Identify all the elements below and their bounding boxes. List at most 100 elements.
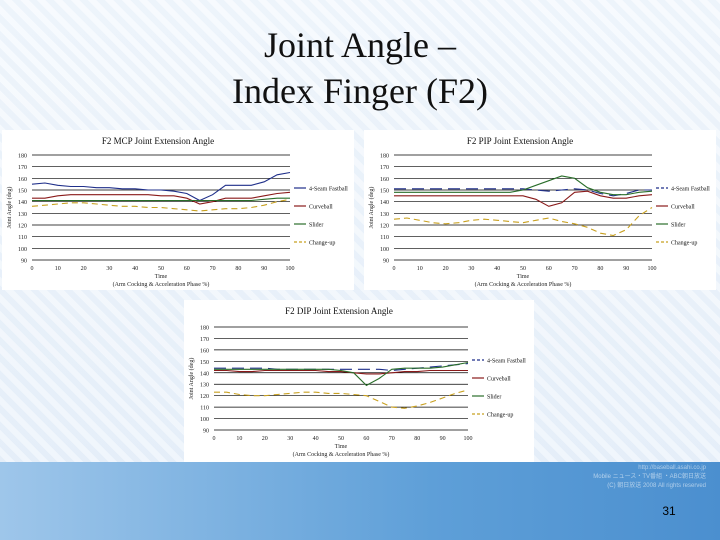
x-tick-label: 40 bbox=[132, 266, 138, 272]
y-tick-label: 170 bbox=[200, 337, 209, 343]
series-line-4-seam-fastball bbox=[31, 171, 291, 202]
legend-label: Slider bbox=[309, 223, 323, 229]
chart-title: F2 MCP Joint Extension Angle bbox=[102, 136, 214, 146]
legend-label: Change-up bbox=[487, 413, 513, 419]
legend-label: Change-up bbox=[671, 241, 697, 247]
x-tick-label: 100 bbox=[464, 436, 473, 442]
x-tick-label: 100 bbox=[286, 266, 295, 272]
y-tick-label: 160 bbox=[380, 177, 389, 183]
x-tick-label: 20 bbox=[262, 436, 268, 442]
legend-label: 4-Seam Fastball bbox=[671, 187, 710, 193]
legend-label: Slider bbox=[671, 223, 685, 229]
legend-label: 4-Seam Fastball bbox=[487, 359, 526, 365]
y-tick-label: 120 bbox=[18, 224, 27, 230]
x-tick-label: 90 bbox=[261, 266, 267, 272]
x-tick-label: 50 bbox=[520, 266, 526, 272]
chart-title: F2 PIP Joint Extension Angle bbox=[467, 136, 573, 146]
series-line-4-seam-fastball bbox=[394, 188, 652, 197]
legend-label: 4-Seam Fastball bbox=[309, 187, 348, 193]
y-tick-label: 180 bbox=[200, 326, 209, 332]
x-axis-label-2: (Arm Cocking & Acceleration Phase %) bbox=[293, 451, 390, 458]
x-tick-label: 90 bbox=[440, 436, 446, 442]
y-tick-label: 160 bbox=[200, 348, 209, 354]
x-tick-label: 40 bbox=[313, 436, 319, 442]
series-line-curveball bbox=[32, 191, 291, 205]
y-tick-label: 150 bbox=[18, 189, 27, 195]
x-tick-label: 60 bbox=[363, 436, 369, 442]
x-tick-label: 50 bbox=[158, 266, 164, 272]
x-tick-label: 80 bbox=[414, 436, 420, 442]
y-tick-label: 170 bbox=[18, 165, 27, 171]
y-tick-label: 150 bbox=[380, 189, 389, 195]
chart-mcp-svg: F2 MCP Joint Extension Angle901001101201… bbox=[6, 136, 348, 288]
chart-pip-svg: F2 PIP Joint Extension Angle 90 100 110 120 1… bbox=[368, 136, 710, 288]
bottom-band bbox=[0, 462, 720, 540]
x-axis-label: Time bbox=[155, 274, 168, 280]
x-tick-label: 30 bbox=[287, 436, 293, 442]
footer-line: http://baseball.asahi.co.jp bbox=[638, 465, 706, 471]
footer-credits: http://baseball.asahi.co.jp Mobile ニュース・… bbox=[486, 464, 706, 491]
y-tick-label: 90 bbox=[383, 259, 389, 265]
x-tick-label: 70 bbox=[572, 266, 578, 272]
x-axis-label-2: (Arm Cocking & Acceleration Phase %) bbox=[113, 281, 210, 288]
y-axis-label: Joint Angle (deg) bbox=[368, 187, 375, 229]
y-tick-label: 150 bbox=[200, 360, 209, 366]
legend-label: Curveball bbox=[487, 377, 511, 383]
footer-line: Mobile ニュース・TV番組 ・ABC朝日放送 bbox=[593, 474, 706, 480]
y-tick-label: 100 bbox=[200, 417, 209, 423]
y-tick-label: 180 bbox=[18, 154, 27, 160]
x-axis-label: Time bbox=[335, 444, 348, 450]
x-tick-label: 40 bbox=[494, 266, 500, 272]
y-tick-label: 110 bbox=[200, 406, 209, 412]
x-tick-label: 0 bbox=[31, 266, 34, 272]
y-tick-label: 110 bbox=[380, 235, 389, 241]
y-tick-label: 180 bbox=[380, 154, 389, 160]
x-tick-label: 80 bbox=[597, 266, 603, 272]
y-tick-label: 100 bbox=[18, 247, 27, 253]
series-line-change-up bbox=[214, 389, 469, 409]
x-tick-label: 10 bbox=[55, 266, 61, 272]
slide-title: Joint Angle – Index Finger (F2) bbox=[0, 22, 720, 114]
x-tick-label: 30 bbox=[468, 266, 474, 272]
x-tick-label: 10 bbox=[417, 266, 423, 272]
series-line-slider bbox=[394, 175, 653, 196]
y-tick-label: 140 bbox=[18, 200, 27, 206]
y-tick-label: 130 bbox=[200, 383, 209, 389]
x-tick-label: 30 bbox=[106, 266, 112, 272]
series-line-slider bbox=[32, 197, 290, 202]
y-tick-label: 120 bbox=[380, 224, 389, 230]
page-number: 31 bbox=[662, 504, 676, 518]
series-line-curveball bbox=[394, 190, 653, 207]
x-tick-label: 0 bbox=[213, 436, 216, 442]
x-tick-label: 20 bbox=[81, 266, 87, 272]
slide-title-line-2: Index Finger (F2) bbox=[232, 71, 488, 111]
series-line-curveball bbox=[214, 369, 468, 375]
x-tick-label: 80 bbox=[235, 266, 241, 272]
y-tick-label: 140 bbox=[200, 371, 209, 377]
series-line-4-seam-fastball bbox=[214, 363, 469, 372]
x-tick-label: 10 bbox=[236, 436, 242, 442]
x-tick-label: 60 bbox=[184, 266, 190, 272]
x-axis-label-2: (Arm Cocking & Acceleration Phase %) bbox=[475, 281, 572, 288]
series-line-slider bbox=[214, 361, 469, 387]
y-tick-label: 170 bbox=[380, 165, 389, 171]
x-axis-label: Time bbox=[517, 274, 530, 280]
chart-dip-svg: F2 DIP Joint Extension Angle901001101201… bbox=[188, 306, 526, 458]
x-tick-label: 60 bbox=[546, 266, 552, 272]
legend-label: Slider bbox=[487, 395, 501, 401]
y-tick-label: 90 bbox=[21, 259, 27, 265]
y-tick-label: 90 bbox=[203, 429, 209, 435]
chart-dip: F2 DIP Joint Extension Angle 90 100 110 120 1… bbox=[184, 300, 534, 462]
chart-title: F2 DIP Joint Extension Angle bbox=[285, 306, 393, 316]
y-tick-label: 120 bbox=[200, 394, 209, 400]
x-tick-label: 100 bbox=[648, 266, 657, 272]
y-tick-label: 110 bbox=[18, 235, 27, 241]
chart-mcp: F2 MCP Joint Extension Angle 90 100 110 120 1… bbox=[2, 130, 354, 290]
chart-pip: F2 PIP Joint Extension Angle 90 100 110 120 1… bbox=[364, 130, 716, 290]
legend-label: Change-up bbox=[309, 241, 335, 247]
y-tick-label: 160 bbox=[18, 177, 27, 183]
y-axis-label: Joint Angle (deg) bbox=[188, 358, 195, 400]
y-tick-label: 130 bbox=[18, 212, 27, 218]
x-tick-label: 20 bbox=[443, 266, 449, 272]
y-tick-label: 140 bbox=[380, 200, 389, 206]
